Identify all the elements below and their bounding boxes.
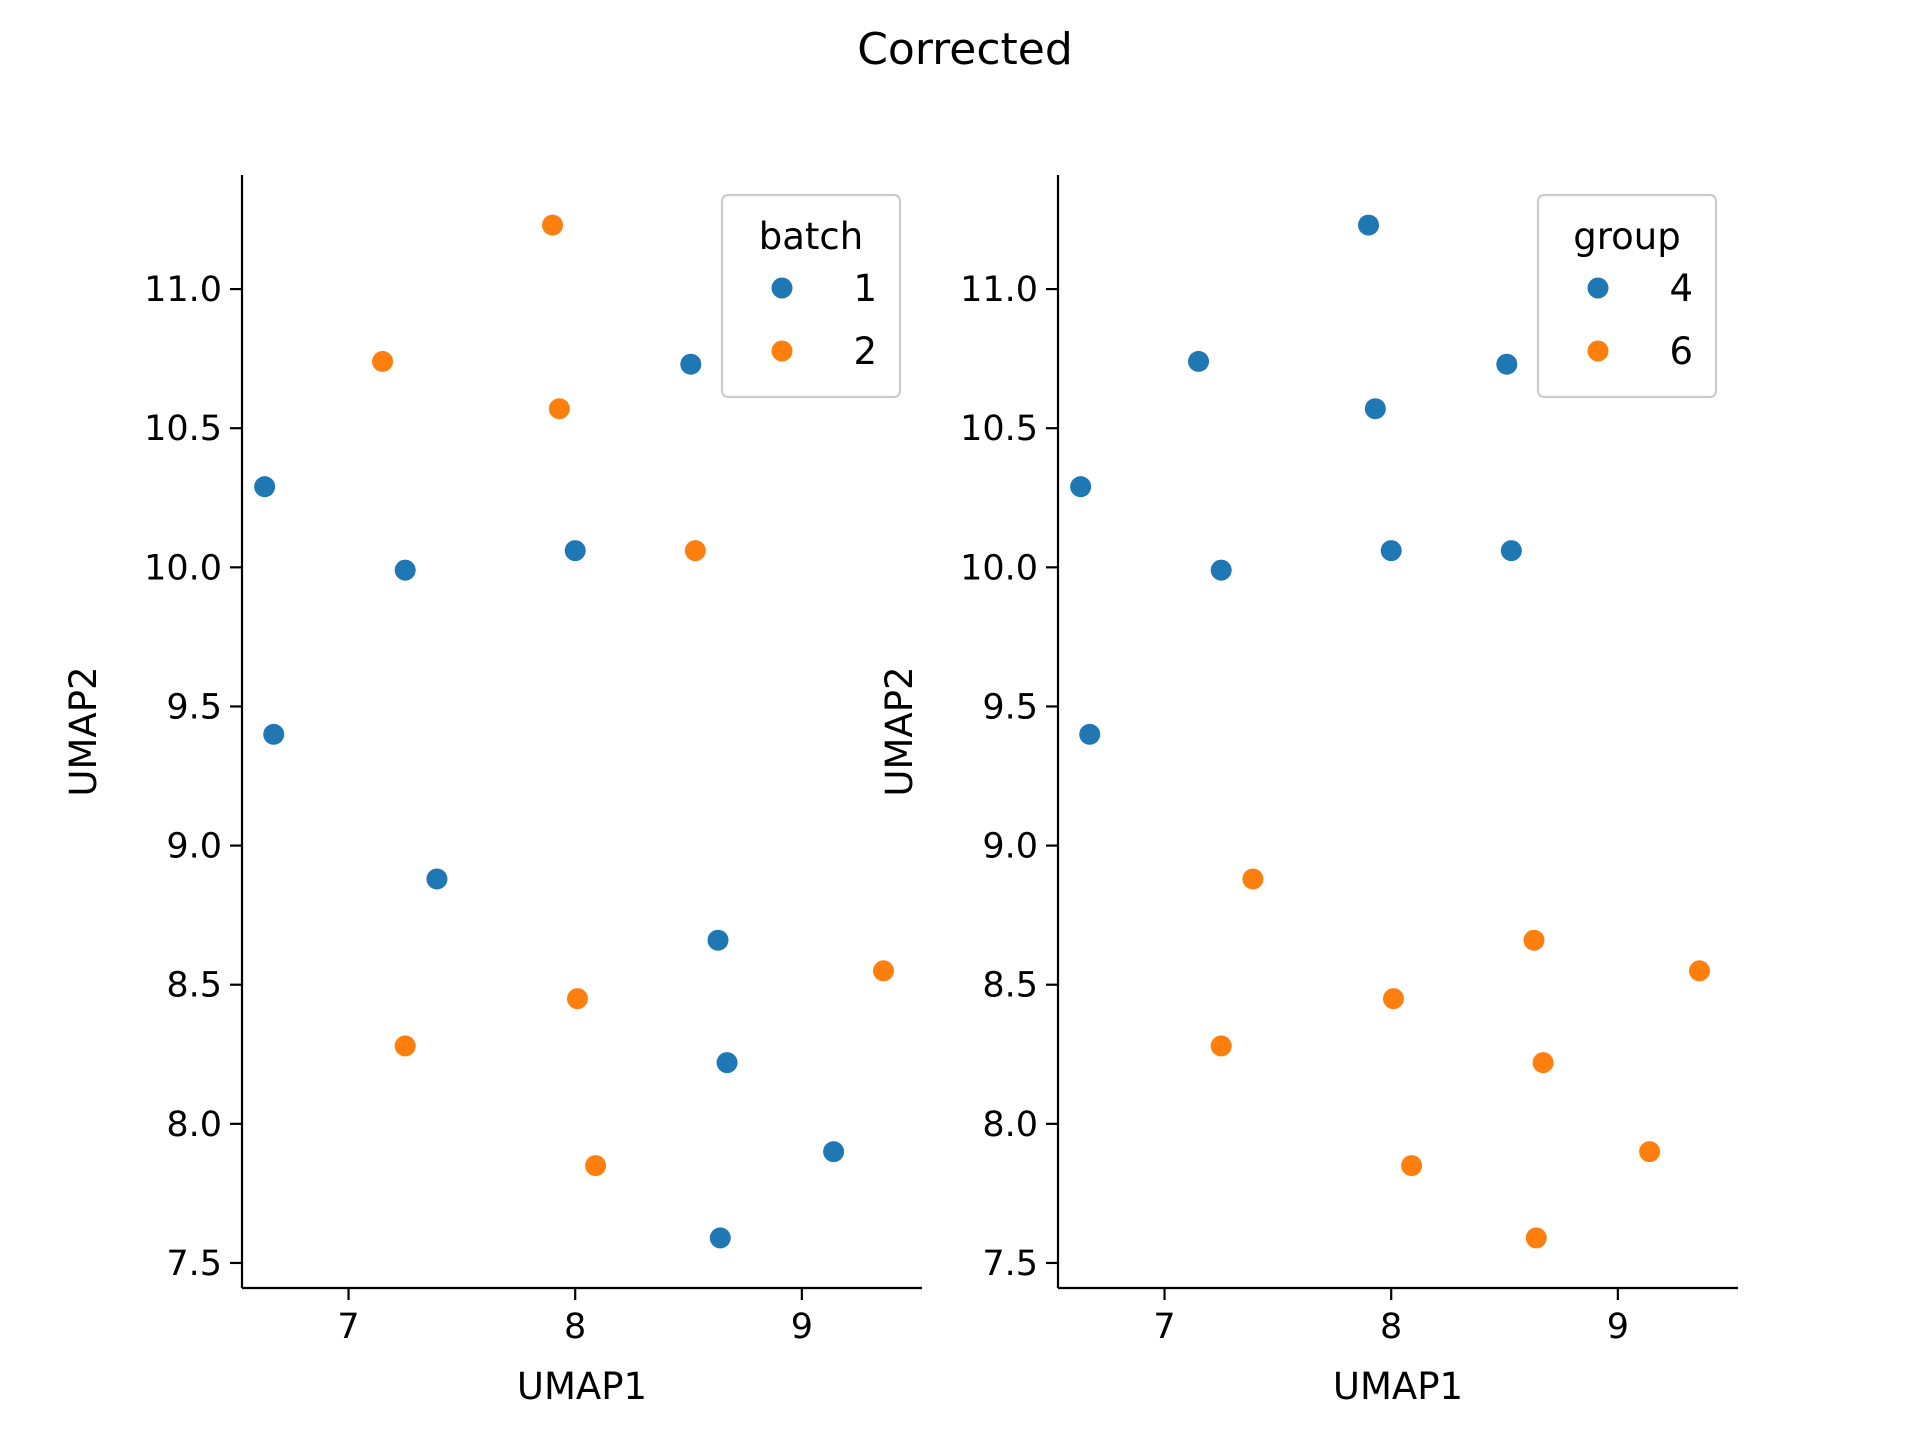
y-tick-label: 10.0 [144,548,222,588]
scatter-point-series-2 [585,1155,607,1177]
scatter-point-series-2 [394,1035,416,1057]
legend-box [1536,193,1718,399]
scatter-point-series-1 [707,929,729,951]
y-tick-label: 10.5 [144,409,222,449]
scatter-point-series-2 [872,960,894,982]
scatter-point-series-4 [1364,398,1386,420]
y-tick-label: 10.0 [960,548,1038,588]
y-tick-label: 11.0 [960,270,1038,310]
legend-marker [1587,277,1609,299]
scatter-point-series-4 [1210,559,1232,581]
x-tick-label: 9 [791,1307,813,1347]
x-tick-label: 8 [1380,1307,1402,1347]
y-tick-label: 8.5 [982,966,1038,1006]
scatter-point-series-1 [394,559,416,581]
scatter-point-series-6 [1525,1227,1547,1249]
scatter-point-series-2 [548,398,570,420]
x-tick-label: 8 [564,1307,586,1347]
scatter-point-series-2 [542,214,564,236]
y-tick-label: 9.0 [982,827,1038,867]
legend-entry-label: 1 [853,267,877,310]
x-axis-label: UMAP1 [1333,1365,1463,1408]
scatter-point-series-6 [1639,1141,1661,1163]
scatter-point-series-1 [263,723,285,745]
x-tick-label: 9 [1607,1307,1629,1347]
scatter-panel-batch: 7 8 9 7.5 8.0 8.5 9.0 9.5 10.0 10.5 11.0 UMAP1 UMAP2… [62,175,922,1408]
scatter-point-series-2 [372,350,394,372]
legend-marker [771,340,793,362]
scatter-point-series-4 [1070,476,1092,498]
scatter-point-series-6 [1242,868,1264,890]
y-tick-label: 11.0 [144,270,222,310]
scatter-point-series-1 [823,1141,845,1163]
y-tick-label: 9.0 [166,827,222,867]
scatter-point-series-6 [1532,1052,1554,1074]
legend-entry-label: 4 [1669,267,1693,310]
scatter-point-series-4 [1358,214,1380,236]
scatter-point-series-4 [1079,723,1101,745]
y-tick-label: 9.5 [166,687,222,727]
scatter-point-series-1 [564,540,586,562]
legend-title: group [1573,215,1680,258]
legend-box [720,193,902,399]
scatter-point-series-2 [684,540,706,562]
x-tick-label: 7 [1153,1307,1175,1347]
y-tick-label: 9.5 [982,687,1038,727]
y-tick-label: 7.5 [166,1244,222,1284]
scatter-point-series-6 [1382,988,1404,1010]
figure-title: Corrected [857,24,1073,75]
scatter-point-series-6 [1401,1155,1423,1177]
scatter-point-series-1 [709,1227,731,1249]
scatter-point-series-1 [426,868,448,890]
x-tick-label: 7 [337,1307,359,1347]
scatter-point-series-4 [1500,540,1522,562]
legend-marker [771,277,793,299]
scatter-point-series-1 [716,1052,738,1074]
scatter-point-series-1 [680,353,702,375]
scatter-point-series-4 [1380,540,1402,562]
scatter-point-series-6 [1523,929,1545,951]
y-tick-label: 10.5 [960,409,1038,449]
scatter-point-series-1 [254,476,276,498]
scatter-point-series-6 [1210,1035,1232,1057]
y-tick-label: 8.0 [166,1105,222,1145]
legend-entry-label: 2 [853,330,877,373]
scatter-panel-group: 7 8 9 7.5 8.0 8.5 9.0 9.5 10.0 10.5 11.0 UMAP1 UMAP2… [878,175,1738,1408]
legend-entry-label: 6 [1669,330,1693,373]
y-tick-label: 8.0 [982,1105,1038,1145]
scatter-point-series-6 [1688,960,1710,982]
scatter-point-series-4 [1496,353,1518,375]
legend-title: batch [759,215,863,258]
y-tick-label: 8.5 [166,966,222,1006]
y-tick-label: 7.5 [982,1244,1038,1284]
y-axis-label: UMAP2 [878,666,921,796]
x-axis-label: UMAP1 [517,1365,647,1408]
scatter-point-series-4 [1188,350,1210,372]
legend-marker [1587,340,1609,362]
y-axis-label: UMAP2 [62,666,105,796]
scatter-point-series-2 [566,988,588,1010]
